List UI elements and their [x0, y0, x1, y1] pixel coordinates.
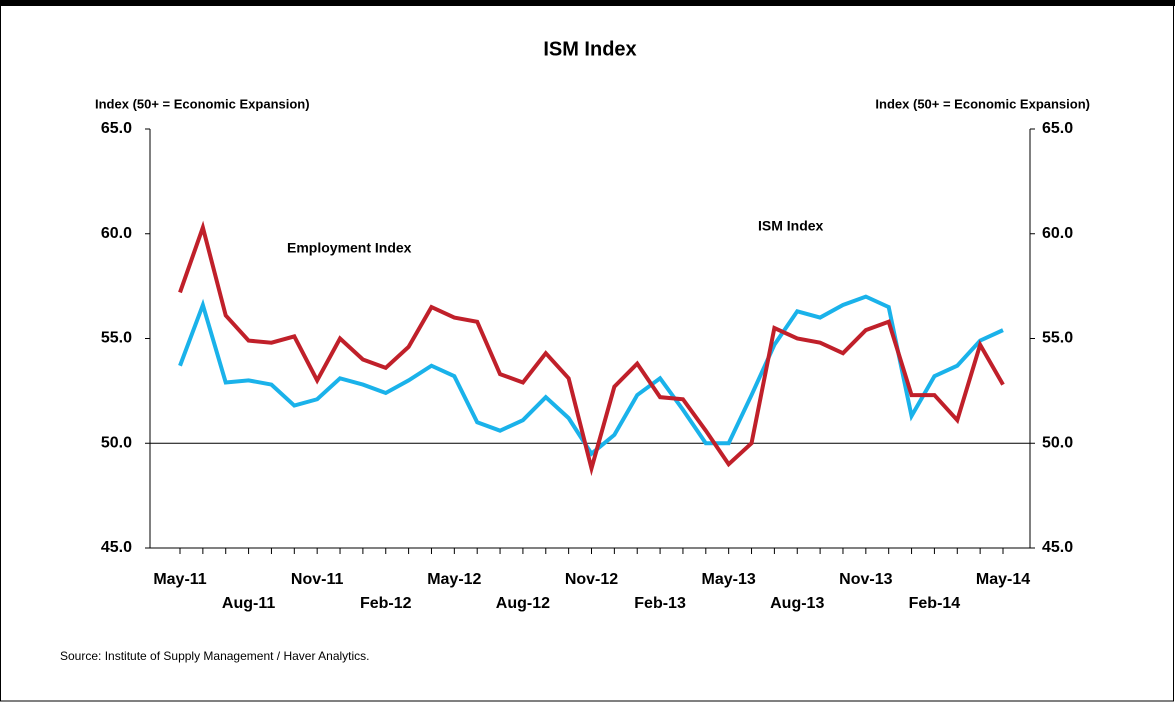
- y-tick-label: 55.0: [101, 330, 132, 347]
- x-tick-label: Feb-14: [909, 595, 961, 612]
- x-tick-label: Nov-11: [291, 571, 344, 588]
- y-tick-label: 45.0: [101, 539, 132, 556]
- x-tick-label: May-14: [976, 571, 1030, 588]
- x-tick-label: Aug-12: [496, 595, 550, 612]
- y2-tick-label: 50.0: [1042, 434, 1073, 451]
- y2-axis-label: Index (50+ = Economic Expansion): [875, 96, 1090, 111]
- x-tick-label: Nov-13: [839, 571, 892, 588]
- series-label: Employment Index: [287, 240, 412, 256]
- x-tick-label: May-13: [702, 571, 756, 588]
- y-axis-label: Index (50+ = Economic Expansion): [95, 96, 310, 111]
- series-label: ISM Index: [758, 218, 824, 234]
- y2-tick-label: 60.0: [1042, 225, 1073, 242]
- chart-title: ISM Index: [543, 38, 636, 60]
- y-tick-label: 50.0: [101, 434, 132, 451]
- x-tick-label: Feb-13: [634, 595, 686, 612]
- y-tick-label: 60.0: [101, 225, 132, 242]
- y-tick-label: 65.0: [101, 120, 132, 137]
- series-line: [178, 294, 1004, 457]
- top-bar: [0, 0, 1175, 6]
- y2-tick-label: 55.0: [1042, 330, 1073, 347]
- x-tick-label: Feb-12: [360, 595, 412, 612]
- y2-tick-label: 45.0: [1042, 539, 1073, 556]
- x-tick-label: May-12: [427, 571, 481, 588]
- y2-tick-label: 65.0: [1042, 120, 1073, 137]
- x-tick-label: May-11: [153, 571, 206, 588]
- x-tick-label: Nov-12: [565, 571, 618, 588]
- x-tick-label: Aug-11: [222, 595, 275, 612]
- series-line: [178, 220, 1005, 477]
- source-note: Source: Institute of Supply Management /…: [60, 649, 370, 663]
- x-tick-label: Aug-13: [770, 595, 824, 612]
